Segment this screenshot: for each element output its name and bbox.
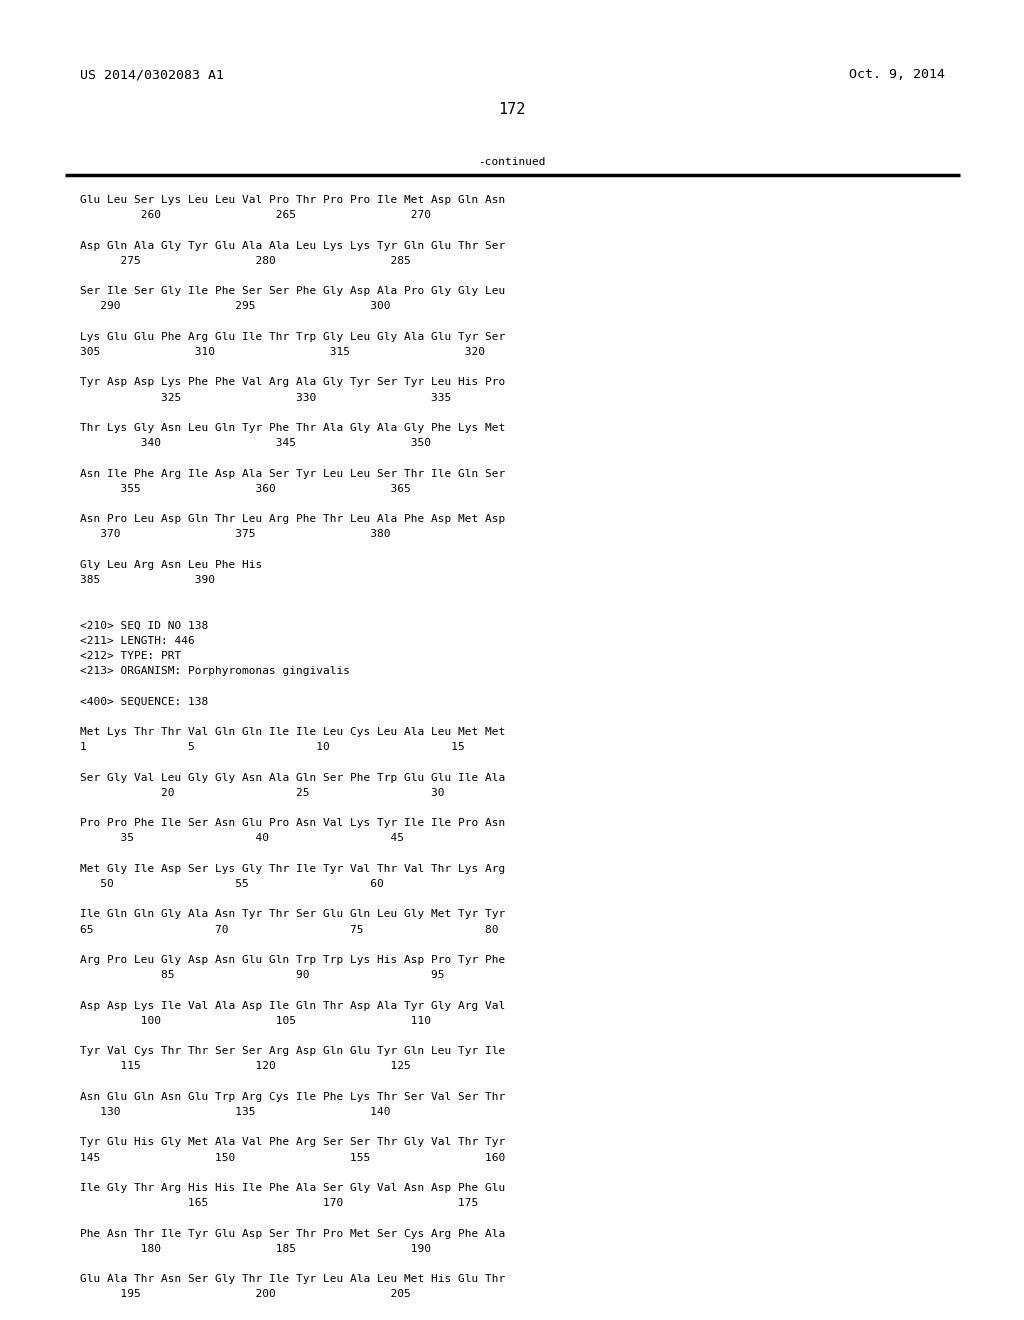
Text: 65                  70                  75                  80: 65 70 75 80 [80,924,499,935]
Text: Met Lys Thr Thr Val Gln Gln Ile Ile Leu Cys Leu Ala Leu Met Met: Met Lys Thr Thr Val Gln Gln Ile Ile Leu … [80,727,505,737]
Text: Glu Leu Ser Lys Leu Leu Val Pro Thr Pro Pro Ile Met Asp Gln Asn: Glu Leu Ser Lys Leu Leu Val Pro Thr Pro … [80,195,505,205]
Text: -continued: -continued [478,157,546,168]
Text: Pro Pro Phe Ile Ser Asn Glu Pro Asn Val Lys Tyr Ile Ile Pro Asn: Pro Pro Phe Ile Ser Asn Glu Pro Asn Val … [80,818,505,828]
Text: Ile Gln Gln Gly Ala Asn Tyr Thr Ser Glu Gln Leu Gly Met Tyr Tyr: Ile Gln Gln Gly Ala Asn Tyr Thr Ser Glu … [80,909,505,920]
Text: Tyr Asp Asp Lys Phe Phe Val Arg Ala Gly Tyr Ser Tyr Leu His Pro: Tyr Asp Asp Lys Phe Phe Val Arg Ala Gly … [80,378,505,387]
Text: Asn Ile Phe Arg Ile Asp Ala Ser Tyr Leu Leu Ser Thr Ile Gln Ser: Asn Ile Phe Arg Ile Asp Ala Ser Tyr Leu … [80,469,505,479]
Text: Thr Lys Gly Asn Leu Gln Tyr Phe Thr Ala Gly Ala Gly Phe Lys Met: Thr Lys Gly Asn Leu Gln Tyr Phe Thr Ala … [80,422,505,433]
Text: Arg Pro Leu Gly Asp Asn Glu Gln Trp Trp Lys His Asp Pro Tyr Phe: Arg Pro Leu Gly Asp Asn Glu Gln Trp Trp … [80,954,505,965]
Text: <213> ORGANISM: Porphyromonas gingivalis: <213> ORGANISM: Porphyromonas gingivalis [80,667,350,676]
Text: Asn Pro Leu Asp Gln Thr Leu Arg Phe Thr Leu Ala Phe Asp Met Asp: Asn Pro Leu Asp Gln Thr Leu Arg Phe Thr … [80,515,505,524]
Text: Tyr Glu His Gly Met Ala Val Phe Arg Ser Ser Thr Gly Val Thr Tyr: Tyr Glu His Gly Met Ala Val Phe Arg Ser … [80,1138,505,1147]
Text: Phe Asn Thr Ile Tyr Glu Asp Ser Thr Pro Met Ser Cys Arg Phe Ala: Phe Asn Thr Ile Tyr Glu Asp Ser Thr Pro … [80,1229,505,1238]
Text: Glu Ala Thr Asn Ser Gly Thr Ile Tyr Leu Ala Leu Met His Glu Thr: Glu Ala Thr Asn Ser Gly Thr Ile Tyr Leu … [80,1274,505,1284]
Text: Tyr Val Cys Thr Thr Ser Ser Arg Asp Gln Glu Tyr Gln Leu Tyr Ile: Tyr Val Cys Thr Thr Ser Ser Arg Asp Gln … [80,1047,505,1056]
Text: Asn Glu Gln Asn Glu Trp Arg Cys Ile Phe Lys Thr Ser Val Ser Thr: Asn Glu Gln Asn Glu Trp Arg Cys Ile Phe … [80,1092,505,1102]
Text: 325                 330                 335: 325 330 335 [80,392,452,403]
Text: 370                 375                 380: 370 375 380 [80,529,390,540]
Text: Asp Asp Lys Ile Val Ala Asp Ile Gln Thr Asp Ala Tyr Gly Arg Val: Asp Asp Lys Ile Val Ala Asp Ile Gln Thr … [80,1001,505,1011]
Text: <400> SEQUENCE: 138: <400> SEQUENCE: 138 [80,697,208,706]
Text: Asp Gln Ala Gly Tyr Glu Ala Ala Leu Lys Lys Tyr Gln Glu Thr Ser: Asp Gln Ala Gly Tyr Glu Ala Ala Leu Lys … [80,240,505,251]
Text: 385              390: 385 390 [80,576,215,585]
Text: 165                 170                 175: 165 170 175 [80,1199,478,1208]
Text: 115                 120                 125: 115 120 125 [80,1061,411,1072]
Text: Ser Ile Ser Gly Ile Phe Ser Ser Phe Gly Asp Ala Pro Gly Gly Leu: Ser Ile Ser Gly Ile Phe Ser Ser Phe Gly … [80,286,505,296]
Text: 260                 265                 270: 260 265 270 [80,210,431,220]
Text: 35                  40                  45: 35 40 45 [80,833,404,843]
Text: 275                 280                 285: 275 280 285 [80,256,411,265]
Text: 50                  55                  60: 50 55 60 [80,879,384,888]
Text: 130                 135                 140: 130 135 140 [80,1107,390,1117]
Text: 1               5                  10                  15: 1 5 10 15 [80,742,465,752]
Text: 145                 150                 155                 160: 145 150 155 160 [80,1152,505,1163]
Text: 355                 360                 365: 355 360 365 [80,484,411,494]
Text: 340                 345                 350: 340 345 350 [80,438,431,449]
Text: 20                  25                  30: 20 25 30 [80,788,444,797]
Text: Gly Leu Arg Asn Leu Phe His: Gly Leu Arg Asn Leu Phe His [80,560,262,570]
Text: 290                 295                 300: 290 295 300 [80,301,390,312]
Text: 180                 185                 190: 180 185 190 [80,1243,431,1254]
Text: 100                 105                 110: 100 105 110 [80,1016,431,1026]
Text: Ser Gly Val Leu Gly Gly Asn Ala Gln Ser Phe Trp Glu Glu Ile Ala: Ser Gly Val Leu Gly Gly Asn Ala Gln Ser … [80,772,505,783]
Text: 85                  90                  95: 85 90 95 [80,970,444,981]
Text: Lys Glu Glu Phe Arg Glu Ile Thr Trp Gly Leu Gly Ala Glu Tyr Ser: Lys Glu Glu Phe Arg Glu Ile Thr Trp Gly … [80,331,505,342]
Text: 305              310                 315                 320: 305 310 315 320 [80,347,485,356]
Text: <211> LENGTH: 446: <211> LENGTH: 446 [80,636,195,645]
Text: Met Gly Ile Asp Ser Lys Gly Thr Ile Tyr Val Thr Val Thr Lys Arg: Met Gly Ile Asp Ser Lys Gly Thr Ile Tyr … [80,863,505,874]
Text: <212> TYPE: PRT: <212> TYPE: PRT [80,651,181,661]
Text: <210> SEQ ID NO 138: <210> SEQ ID NO 138 [80,620,208,631]
Text: Oct. 9, 2014: Oct. 9, 2014 [849,69,945,82]
Text: 195                 200                 205: 195 200 205 [80,1290,411,1299]
Text: Ile Gly Thr Arg His His Ile Phe Ala Ser Gly Val Asn Asp Phe Glu: Ile Gly Thr Arg His His Ile Phe Ala Ser … [80,1183,505,1193]
Text: 172: 172 [499,103,525,117]
Text: US 2014/0302083 A1: US 2014/0302083 A1 [80,69,224,82]
